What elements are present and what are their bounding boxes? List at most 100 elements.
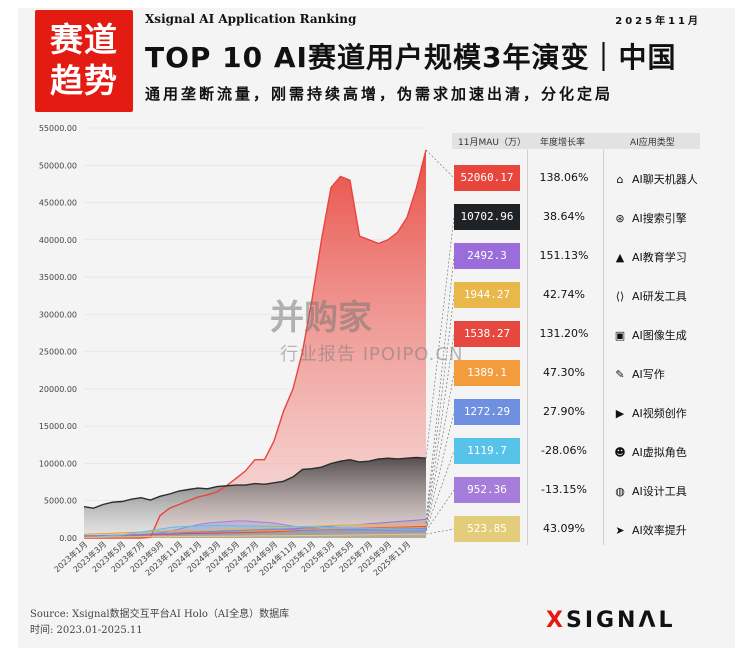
app-type: ◍ AI设计工具 xyxy=(614,483,687,499)
leader-line xyxy=(425,450,455,530)
avatar-icon: ☻ xyxy=(614,445,626,459)
area-graduation-cap xyxy=(84,519,426,538)
mau-value: 1119.7 xyxy=(454,438,520,464)
app-type-label: AI图像生成 xyxy=(632,329,687,342)
leader-line xyxy=(425,149,455,179)
mau-value: 1389.1 xyxy=(454,360,520,386)
y-tick-label: 20000.00 xyxy=(39,385,77,394)
logo-text: SIGNΛL xyxy=(565,608,676,633)
quill-icon: ✎ xyxy=(615,367,625,381)
xsignal-logo: XSIGNΛL xyxy=(546,608,676,633)
series-line-rocket xyxy=(83,533,427,538)
period-note: 时间: 2023.01-2025.11 xyxy=(30,625,143,636)
y-tick-label: 50000.00 xyxy=(39,161,77,170)
app-type: ⌂ AI聊天机器人 xyxy=(614,171,698,187)
app-type: ⟨⟩ AI研发工具 xyxy=(614,288,687,304)
app-type-label: AI视频创作 xyxy=(632,407,687,420)
leader-line xyxy=(425,489,455,532)
mau-value: 1538.27 xyxy=(454,321,520,347)
y-tick-label: 15000.00 xyxy=(39,422,77,431)
graduation-cap-icon: ▲ xyxy=(615,250,625,264)
chart-subtitle: 通用垄断流量，刚需持续高增，伪需求加速出清，分化定局 xyxy=(145,85,614,103)
growth-rate: 27.90% xyxy=(543,405,585,418)
mau-value: 2492.3 xyxy=(454,243,520,269)
column-divider xyxy=(603,150,604,545)
palette-icon: ◍ xyxy=(615,484,625,498)
table-header-bar xyxy=(452,133,700,149)
series-line-robot xyxy=(84,149,427,539)
header-growth: 年度增长率 xyxy=(540,138,586,148)
source-title: Xsignal AI Application Ranking xyxy=(145,12,357,26)
series-line-avatar xyxy=(83,524,427,538)
mau-value: 1272.29 xyxy=(454,399,520,425)
mau-value: 952.36 xyxy=(454,477,520,503)
app-type-label: AI研发工具 xyxy=(632,290,687,303)
y-tick-label: 25000.00 xyxy=(39,348,77,357)
growth-rate: -13.15% xyxy=(541,483,587,496)
y-tick-label: 10000.00 xyxy=(39,459,77,468)
y-tick-label: 55000.00 xyxy=(39,124,77,133)
app-type-label: AI设计工具 xyxy=(632,485,687,498)
column-divider xyxy=(527,150,528,545)
video-icon: ▶ xyxy=(615,406,625,420)
source-note: Source: Xsignal数据交互平台AI Holo（AI全息）数据库 xyxy=(30,609,290,620)
search-engine-icon: ⊛ xyxy=(615,211,625,225)
app-type-label: AI搜索引擎 xyxy=(632,212,687,225)
code-icon: ⟨⟩ xyxy=(615,289,625,303)
leader-line xyxy=(425,333,455,527)
growth-rate: 42.74% xyxy=(543,288,585,301)
leader-line xyxy=(425,411,455,529)
growth-rate: 38.64% xyxy=(543,210,585,223)
area-search-engine xyxy=(84,457,426,538)
header-mau: 11月MAU（万） xyxy=(458,138,526,148)
mau-value: 52060.17 xyxy=(454,165,520,191)
y-tick-label: 0.00 xyxy=(59,534,77,543)
app-type: ▲ AI教育学习 xyxy=(614,249,687,265)
growth-rate: 43.09% xyxy=(543,522,585,535)
badge-line2: 趋势 xyxy=(50,61,118,100)
growth-rate: 138.06% xyxy=(539,171,589,184)
robot-icon: ⌂ xyxy=(616,172,624,186)
leader-line xyxy=(425,255,455,520)
mau-value: 10702.96 xyxy=(454,204,520,230)
watermark-logo: 并购家 xyxy=(270,298,372,338)
report-date: 2025年11月 xyxy=(615,16,701,27)
area-robot xyxy=(84,149,426,538)
leader-line xyxy=(425,294,455,524)
rocket-icon: ➤ xyxy=(615,523,625,537)
chart-title: TOP 10 AI赛道用户规模3年演变｜中国 xyxy=(145,41,677,74)
growth-rate: 151.13% xyxy=(539,249,589,262)
leader-line xyxy=(425,216,455,459)
header-type: AI应用类型 xyxy=(630,138,675,148)
app-type-label: AI写作 xyxy=(632,368,665,381)
app-type-label: AI虚拟角色 xyxy=(632,446,687,459)
badge-line1: 赛道 xyxy=(50,20,118,59)
app-type-label: AI效率提升 xyxy=(632,524,687,537)
app-type: ⊛ AI搜索引擎 xyxy=(614,210,687,226)
logo-x: X xyxy=(546,608,566,633)
app-type: ▣ AI图像生成 xyxy=(614,327,687,343)
app-type-label: AI教育学习 xyxy=(632,251,687,264)
app-type: ✎ AI写作 xyxy=(614,366,665,382)
y-tick-label: 30000.00 xyxy=(39,310,77,319)
image-icon: ▣ xyxy=(614,328,626,342)
y-tick-label: 35000.00 xyxy=(39,273,77,282)
app-type: ☻ AI虚拟角色 xyxy=(614,444,687,460)
growth-rate: 47.30% xyxy=(543,366,585,379)
growth-rate: 131.20% xyxy=(539,327,589,340)
mau-value: 523.85 xyxy=(454,516,520,542)
growth-rate: -28.06% xyxy=(541,444,587,457)
topic-badge: 赛道 趋势 xyxy=(35,10,133,112)
y-tick-label: 5000.00 xyxy=(44,497,77,506)
series-line-search-engine xyxy=(83,456,427,509)
app-type: ▶ AI视频创作 xyxy=(614,405,687,421)
app-type-label: AI聊天机器人 xyxy=(632,173,698,186)
y-tick-label: 40000.00 xyxy=(39,236,77,245)
leader-line xyxy=(425,528,455,535)
watermark-text: 行业报告 IPOIPO.CN xyxy=(280,344,464,365)
leader-line xyxy=(425,372,455,528)
mau-value: 1944.27 xyxy=(454,282,520,308)
app-type: ➤ AI效率提升 xyxy=(614,522,687,538)
y-tick-label: 45000.00 xyxy=(39,199,77,208)
